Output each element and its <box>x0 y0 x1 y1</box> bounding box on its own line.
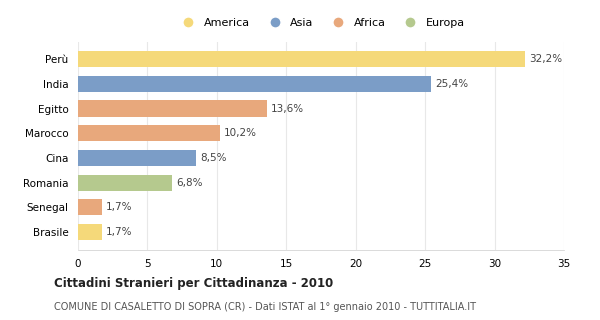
Bar <box>78 125 220 141</box>
Text: COMUNE DI CASALETTO DI SOPRA (CR) - Dati ISTAT al 1° gennaio 2010 - TUTTITALIA.I: COMUNE DI CASALETTO DI SOPRA (CR) - Dati… <box>54 302 476 312</box>
Text: 25,4%: 25,4% <box>435 79 468 89</box>
Bar <box>78 175 172 191</box>
Bar <box>78 76 431 92</box>
Bar <box>78 224 101 240</box>
Text: 13,6%: 13,6% <box>271 104 304 114</box>
Text: 1,7%: 1,7% <box>106 202 132 212</box>
Bar <box>78 150 196 166</box>
Bar <box>78 199 101 215</box>
Bar <box>78 51 525 67</box>
Text: 6,8%: 6,8% <box>176 178 203 188</box>
Text: 8,5%: 8,5% <box>200 153 227 163</box>
Legend: America, Asia, Africa, Europa: America, Asia, Africa, Europa <box>173 14 469 33</box>
Text: 32,2%: 32,2% <box>529 54 562 64</box>
Text: 1,7%: 1,7% <box>106 227 132 237</box>
Text: Cittadini Stranieri per Cittadinanza - 2010: Cittadini Stranieri per Cittadinanza - 2… <box>54 277 333 290</box>
Bar <box>78 100 267 116</box>
Text: 10,2%: 10,2% <box>224 128 257 138</box>
